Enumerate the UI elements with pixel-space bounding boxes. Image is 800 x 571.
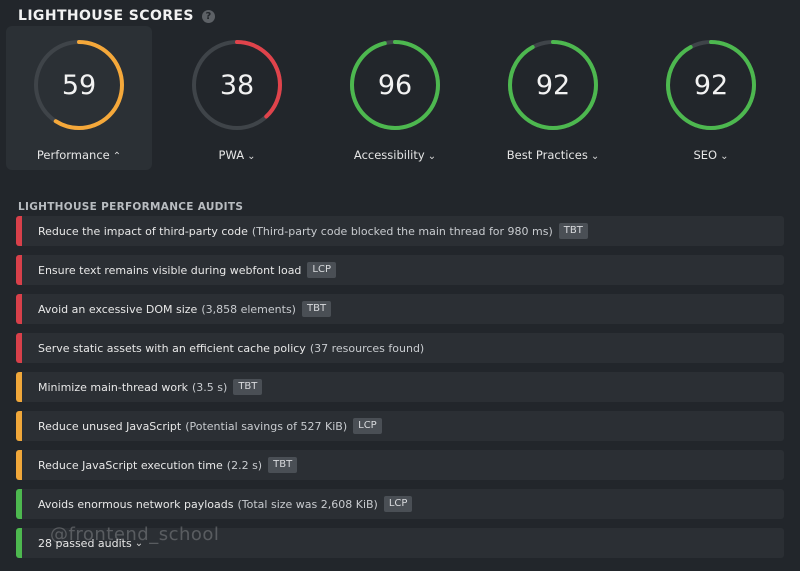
chevron-down-icon[interactable]: ⌄ xyxy=(427,151,437,162)
score-gauge xyxy=(666,40,756,130)
audit-title: Avoids enormous network payloads xyxy=(38,497,234,511)
audit-row[interactable]: Serve static assets with an efficient ca… xyxy=(16,333,784,363)
audit-title: Minimize main-thread work xyxy=(38,380,189,394)
header: LIGHTHOUSE SCORES ? xyxy=(18,8,215,24)
audits-section-title: LIGHTHOUSE PERFORMANCE AUDITS xyxy=(18,201,244,213)
scores-row: 59 Performance ⌃ 38 PWA ⌄ 96 Accessibility ⌄ 92 Be… xyxy=(0,26,800,170)
score-card-accessibility[interactable]: 96 Accessibility ⌄ xyxy=(322,26,468,170)
audit-text: Avoid an excessive DOM size (3,858 elemen… xyxy=(38,301,332,317)
score-label[interactable]: Performance ⌃ xyxy=(6,148,152,162)
audit-status-indicator xyxy=(16,489,22,519)
score-gauge xyxy=(350,40,440,130)
metric-tag: TBT xyxy=(233,379,263,395)
help-icon[interactable]: ? xyxy=(201,9,215,23)
passed-audits-label: 28 passed audits xyxy=(38,536,132,550)
audit-text: Reduce the impact of third-party code (Th… xyxy=(38,223,588,239)
score-label-text: Best Practices xyxy=(506,148,588,162)
audit-text: Avoids enormous network payloads (Total s… xyxy=(38,496,413,512)
audit-detail: (3,858 elements) xyxy=(201,302,296,316)
audit-status-indicator xyxy=(16,333,22,363)
audit-detail: (Total size was 2,608 KiB) xyxy=(237,497,378,511)
audit-status-indicator xyxy=(16,294,22,324)
audit-text: Minimize main-thread work (3.5 s) TBT xyxy=(38,379,263,395)
audit-title: Reduce JavaScript execution time xyxy=(38,458,223,472)
page-title: LIGHTHOUSE SCORES xyxy=(18,8,194,24)
score-value: 92 xyxy=(693,69,729,101)
score-gauge xyxy=(34,40,124,130)
audit-row[interactable]: Reduce unused JavaScript (Potential savin… xyxy=(16,411,784,441)
audit-text: Ensure text remains visible during webfo… xyxy=(38,262,337,278)
audit-row[interactable]: Reduce JavaScript execution time (2.2 s) T… xyxy=(16,450,784,480)
score-value: 38 xyxy=(219,69,255,101)
gauge-arc xyxy=(666,40,756,130)
audit-title: Avoid an excessive DOM size xyxy=(38,302,198,316)
score-label-text: PWA xyxy=(218,148,245,162)
score-card-best-practices[interactable]: 92 Best Practices ⌄ xyxy=(480,26,626,170)
gauge-arc xyxy=(350,40,440,130)
gauge-arc xyxy=(508,40,598,130)
metric-tag: LCP xyxy=(307,262,337,278)
score-card-performance[interactable]: 59 Performance ⌃ xyxy=(6,26,152,170)
score-label[interactable]: SEO ⌄ xyxy=(638,148,784,162)
score-value: 96 xyxy=(377,69,413,101)
audit-row[interactable]: Minimize main-thread work (3.5 s) TBT xyxy=(16,372,784,402)
score-label[interactable]: Accessibility ⌄ xyxy=(322,148,468,162)
score-value: 92 xyxy=(535,69,571,101)
chevron-down-icon[interactable]: ⌄ xyxy=(590,151,600,162)
metric-tag: TBT xyxy=(268,457,298,473)
audit-row[interactable]: Avoids enormous network payloads (Total s… xyxy=(16,489,784,519)
score-label[interactable]: Best Practices ⌄ xyxy=(480,148,626,162)
audit-row[interactable]: Ensure text remains visible during webfo… xyxy=(16,255,784,285)
audit-status-indicator xyxy=(16,411,22,441)
score-value: 59 xyxy=(61,69,97,101)
gauge-arc xyxy=(192,40,282,130)
audit-title: Serve static assets with an efficient ca… xyxy=(38,341,306,355)
chevron-down-icon[interactable]: ⌄ xyxy=(134,537,144,549)
audit-detail: (2.2 s) xyxy=(226,458,263,472)
audit-detail: (3.5 s) xyxy=(192,380,228,394)
metric-tag: LCP xyxy=(353,418,382,434)
audit-text: Reduce JavaScript execution time (2.2 s) T… xyxy=(38,457,298,473)
audit-title: Ensure text remains visible during webfo… xyxy=(38,263,302,277)
chevron-up-icon[interactable]: ⌃ xyxy=(112,151,122,162)
audit-status-indicator xyxy=(16,450,22,480)
audit-detail: (Third-party code blocked the main threa… xyxy=(251,224,553,238)
audit-status-indicator xyxy=(16,372,22,402)
audit-text: Serve static assets with an efficient ca… xyxy=(38,342,424,355)
score-label-text: SEO xyxy=(693,148,718,162)
audit-title: Reduce unused JavaScript xyxy=(38,419,182,433)
score-label-text: Performance xyxy=(36,148,110,162)
chevron-down-icon[interactable]: ⌄ xyxy=(720,151,729,162)
audit-status-indicator xyxy=(16,216,22,246)
score-card-seo[interactable]: 92 SEO ⌄ xyxy=(638,26,784,170)
audit-title: Reduce the impact of third-party code xyxy=(38,224,248,238)
audit-text: Reduce unused JavaScript (Potential savin… xyxy=(38,418,382,434)
gauge-arc xyxy=(34,40,124,130)
audit-detail: (Potential savings of 527 KiB) xyxy=(185,419,348,433)
metric-tag: LCP xyxy=(383,496,413,512)
passed-audits-row[interactable]: 28 passed audits ⌄ xyxy=(16,528,784,558)
score-card-pwa[interactable]: 38 PWA ⌄ xyxy=(164,26,310,170)
chevron-down-icon[interactable]: ⌄ xyxy=(247,151,256,162)
metric-tag: TBT xyxy=(301,301,332,317)
audit-detail: (37 resources found) xyxy=(309,341,425,355)
score-label[interactable]: PWA ⌄ xyxy=(164,148,310,162)
metric-tag: TBT xyxy=(558,223,588,239)
audit-status-indicator xyxy=(16,528,22,558)
audit-row[interactable]: Reduce the impact of third-party code (Th… xyxy=(16,216,784,246)
score-gauge xyxy=(192,40,282,130)
audit-text: 28 passed audits ⌄ xyxy=(38,537,143,550)
audit-status-indicator xyxy=(16,255,22,285)
watermark: @frontend_school xyxy=(50,524,220,545)
audit-row[interactable]: Avoid an excessive DOM size (3,858 elemen… xyxy=(16,294,784,324)
score-label-text: Accessibility xyxy=(353,148,425,162)
score-gauge xyxy=(508,40,598,130)
